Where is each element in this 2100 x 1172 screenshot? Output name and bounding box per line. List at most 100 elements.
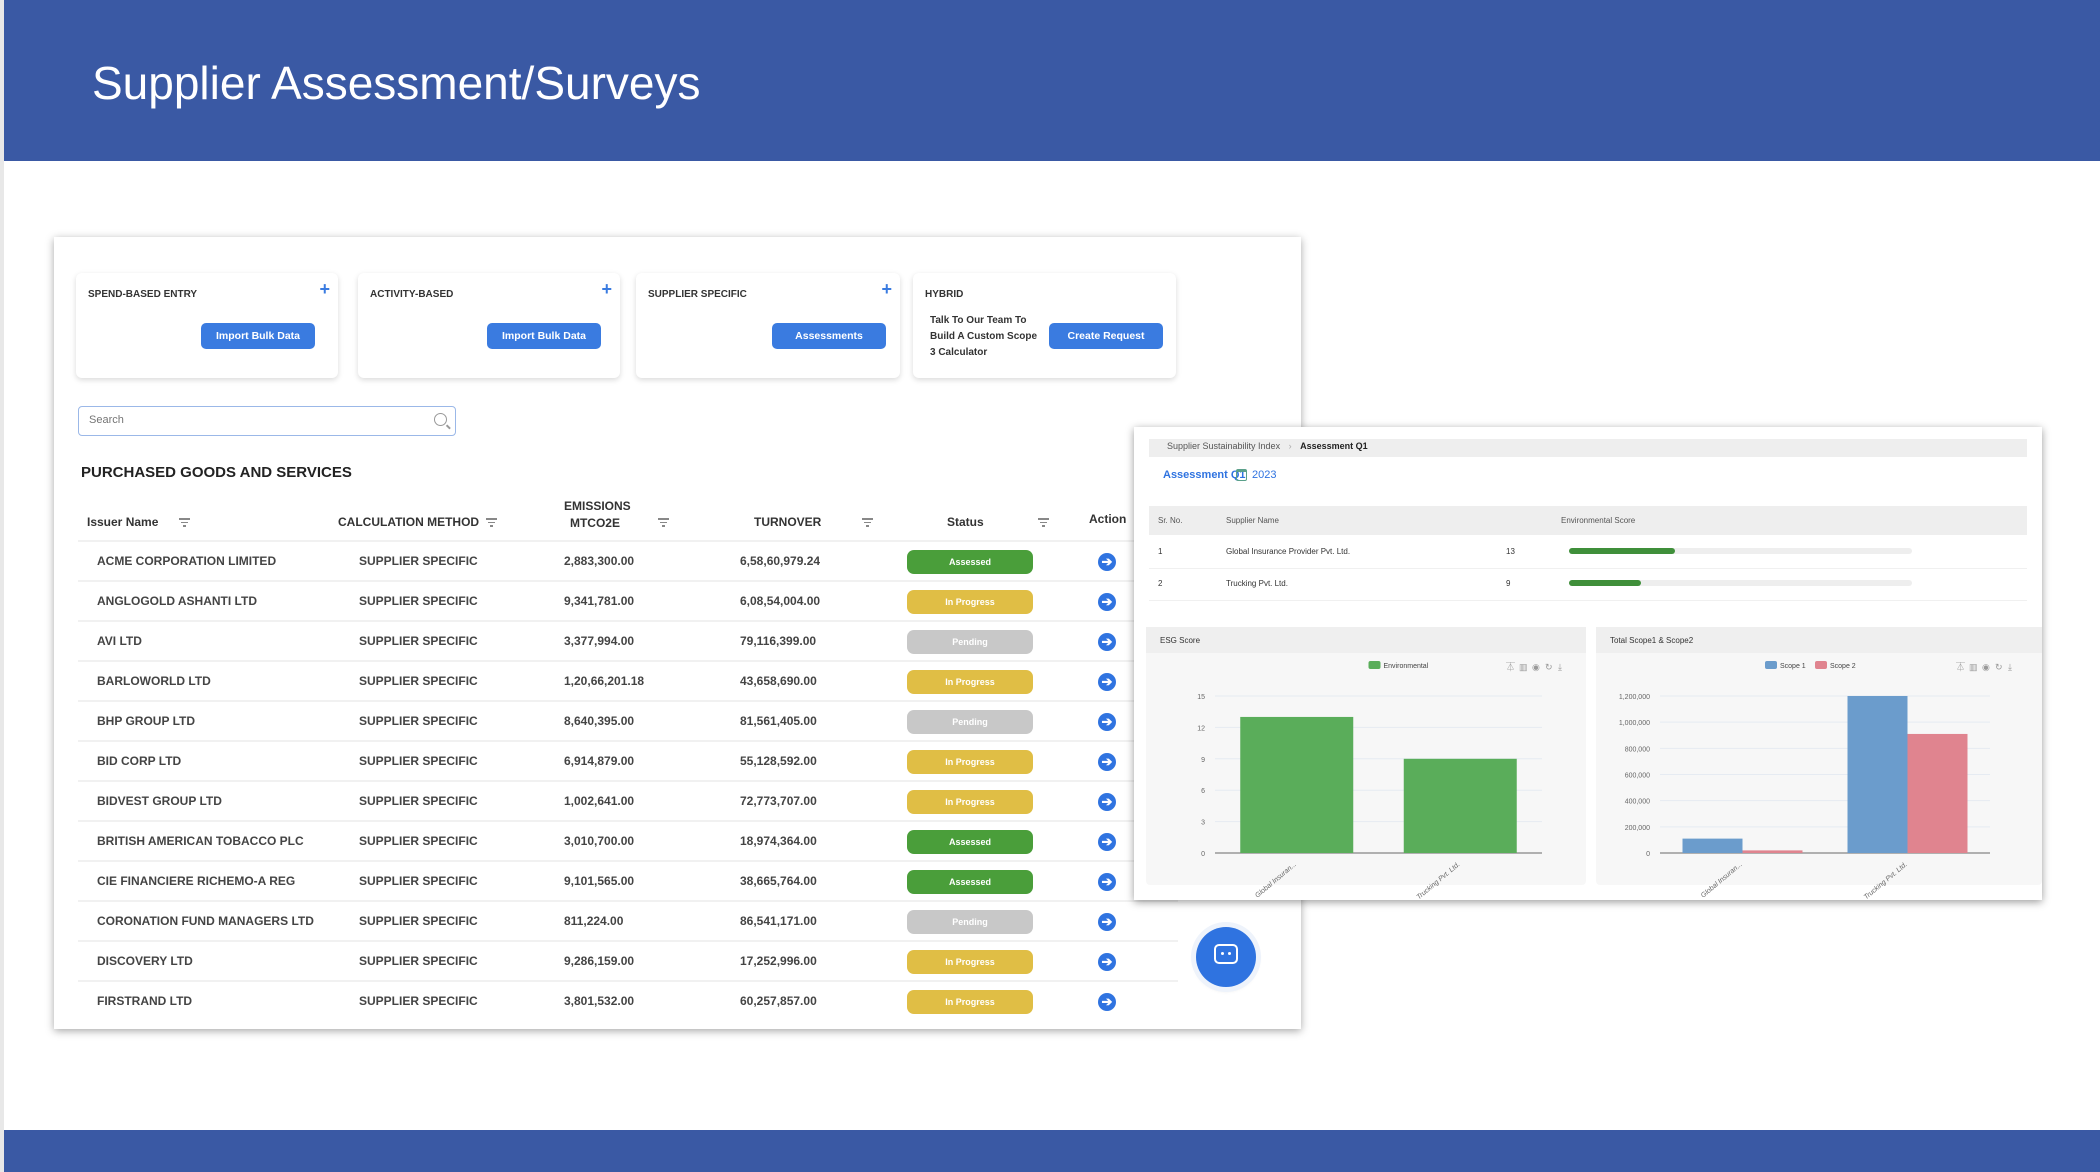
table-row: BID CORP LTD SUPPLIER SPECIFIC 6,914,879… — [78, 740, 1178, 780]
x-tick-label: Global Insuran... — [1254, 861, 1298, 899]
issuer-name: ACME CORPORATION LIMITED — [97, 554, 277, 568]
arrow-right-icon[interactable]: ➔ — [1098, 793, 1116, 811]
filter-icon[interactable] — [1037, 518, 1049, 528]
arrow-right-icon[interactable]: ➔ — [1098, 913, 1116, 931]
chatbot-button[interactable] — [1196, 927, 1256, 987]
stack-icon: ◉ — [1532, 662, 1540, 672]
charts-svg: 0 3 6 9 12 15 Environmental ⏄ ▥ ◉ ↻ ⤓ Global Insuran… — [1197, 661, 2012, 900]
assessments-button[interactable]: Assessments — [772, 323, 886, 349]
legend-label: Scope 2 — [1830, 663, 1856, 670]
turnover-value: 18,974,364.00 — [740, 834, 817, 848]
issuer-name: ANGLOGOLD ASHANTI LTD — [97, 594, 257, 608]
card-title: SPEND-BASED ENTRY — [88, 289, 198, 300]
card-hybrid: HYBRID Talk To Our Team To Build A Custo… — [913, 273, 1176, 378]
sr-no: 1 — [1158, 547, 1163, 556]
y-tick-label: 0 — [1201, 851, 1205, 858]
legend-swatch — [1765, 661, 1777, 669]
y-tick-label: 800,000 — [1625, 746, 1650, 753]
section-title: PURCHASED GOODS AND SERVICES — [81, 464, 352, 481]
header-status[interactable]: Status — [947, 515, 984, 529]
calculation-method: SUPPLIER SPECIFIC — [359, 914, 478, 928]
header-emissions-unit: MTCO2E — [569, 516, 620, 530]
header-emissions[interactable]: EMISSIONS — [564, 499, 631, 513]
status-badge: In Progress — [907, 750, 1033, 774]
chat-icon — [1214, 944, 1238, 964]
calendar-icon — [1236, 469, 1247, 481]
header-environmental-score: Environmental Score — [1561, 516, 1636, 525]
score-value: 13 — [1506, 547, 1515, 556]
card-supplier-specific: SUPPLIER SPECIFIC + Assessments — [636, 273, 900, 378]
status-badge: Assessed — [907, 870, 1033, 894]
arrow-right-icon[interactable]: ➔ — [1098, 993, 1116, 1011]
x-tick-label: Global Insuran... — [1700, 861, 1744, 899]
calculation-method: SUPPLIER SPECIFIC — [359, 994, 478, 1008]
header-turnover[interactable]: TURNOVER — [754, 515, 822, 529]
turnover-value: 6,58,60,979.24 — [740, 554, 821, 568]
table-row: BARLOWORLD LTD SUPPLIER SPECIFIC 1,20,66… — [78, 660, 1178, 700]
table-row: BIDVEST GROUP LTD SUPPLIER SPECIFIC 1,00… — [78, 780, 1178, 820]
turnover-value: 86,541,171.00 — [740, 914, 817, 928]
refresh-icon: ↻ — [1545, 662, 1553, 672]
arrow-right-icon[interactable]: ➔ — [1098, 953, 1116, 971]
stack-icon: ◉ — [1982, 662, 1990, 672]
calculation-method: SUPPLIER SPECIFIC — [359, 954, 478, 968]
calculation-method: SUPPLIER SPECIFIC — [359, 554, 478, 568]
search-icon[interactable] — [434, 413, 447, 426]
status-badge: Pending — [907, 630, 1033, 654]
filter-icon[interactable] — [861, 518, 873, 528]
plus-icon[interactable]: + — [319, 279, 330, 299]
plus-icon[interactable]: + — [881, 279, 892, 299]
supplier-name[interactable]: Global Insurance Provider Pvt. Ltd. — [1226, 547, 1351, 556]
arrow-right-icon[interactable]: ➔ — [1098, 673, 1116, 691]
bar — [1907, 733, 1968, 853]
calculation-method: SUPPLIER SPECIFIC — [359, 874, 478, 888]
filter-icon[interactable] — [657, 518, 669, 528]
arrow-right-icon[interactable]: ➔ — [1098, 593, 1116, 611]
breadcrumb-separator-icon: › — [1288, 441, 1292, 451]
calculation-method: SUPPLIER SPECIFIC — [359, 834, 478, 848]
arrow-right-icon[interactable]: ➔ — [1098, 553, 1116, 571]
arrow-right-icon[interactable]: ➔ — [1098, 713, 1116, 731]
turnover-value: 72,773,707.00 — [740, 794, 817, 808]
import-bulk-data-button[interactable]: Import Bulk Data — [201, 323, 315, 349]
calculation-method: SUPPLIER SPECIFIC — [359, 634, 478, 648]
breadcrumb-item[interactable]: Supplier Sustainability Index — [1167, 441, 1281, 451]
arrow-right-icon[interactable]: ➔ — [1098, 833, 1116, 851]
search-input[interactable] — [89, 407, 419, 433]
plus-icon[interactable]: + — [601, 279, 612, 299]
emissions-value: 8,640,395.00 — [564, 714, 635, 728]
supplier-sustainability-panel: Supplier Sustainability Index › Assessme… — [1134, 427, 2042, 900]
supplier-name[interactable]: Trucking Pvt. Ltd. — [1226, 579, 1288, 588]
header-calculation-method[interactable]: CALCULATION METHOD — [338, 515, 480, 529]
issuer-name: BID CORP LTD — [97, 754, 182, 768]
calculation-method: SUPPLIER SPECIFIC — [359, 594, 478, 608]
table-row: ACME CORPORATION LIMITED SUPPLIER SPECIF… — [78, 540, 1178, 580]
footer-bar — [4, 1130, 2100, 1172]
assessment-year[interactable]: 2023 — [1252, 469, 1277, 481]
turnover-value: 6,08,54,004.00 — [740, 594, 821, 608]
create-request-button[interactable]: Create Request — [1049, 323, 1163, 349]
score-bar-fill — [1569, 548, 1676, 554]
arrow-right-icon[interactable]: ➔ — [1098, 633, 1116, 651]
y-tick-label: 9 — [1201, 757, 1205, 764]
card-title: SUPPLIER SPECIFIC — [648, 289, 747, 300]
import-bulk-data-button[interactable]: Import Bulk Data — [487, 323, 601, 349]
emissions-value: 1,002,641.00 — [564, 794, 635, 808]
arrow-right-icon[interactable]: ➔ — [1098, 753, 1116, 771]
arrow-right-icon[interactable]: ➔ — [1098, 873, 1116, 891]
chart-title: ESG Score — [1146, 627, 1586, 653]
supplier-row: 2 Trucking Pvt. Ltd. 9 — [1149, 569, 2027, 601]
supplier-row: 1 Global Insurance Provider Pvt. Ltd. 13 — [1149, 537, 2027, 569]
assessment-title: Assessment Q1 — [1163, 469, 1246, 481]
status-badge: In Progress — [907, 790, 1033, 814]
calculation-method: SUPPLIER SPECIFIC — [359, 794, 478, 808]
legend-swatch — [1368, 661, 1381, 669]
hybrid-description: Talk To Our Team To Build A Custom Scope… — [930, 315, 1038, 358]
status-badge: Assessed — [907, 830, 1033, 854]
emissions-value: 9,286,159.00 — [564, 954, 635, 968]
filter-icon[interactable] — [485, 518, 497, 528]
header-issuer-name[interactable]: Issuer Name — [87, 515, 159, 529]
filter-icon[interactable] — [178, 518, 190, 528]
issuer-name: BARLOWORLD LTD — [97, 674, 211, 688]
status-badge: In Progress — [907, 950, 1033, 974]
